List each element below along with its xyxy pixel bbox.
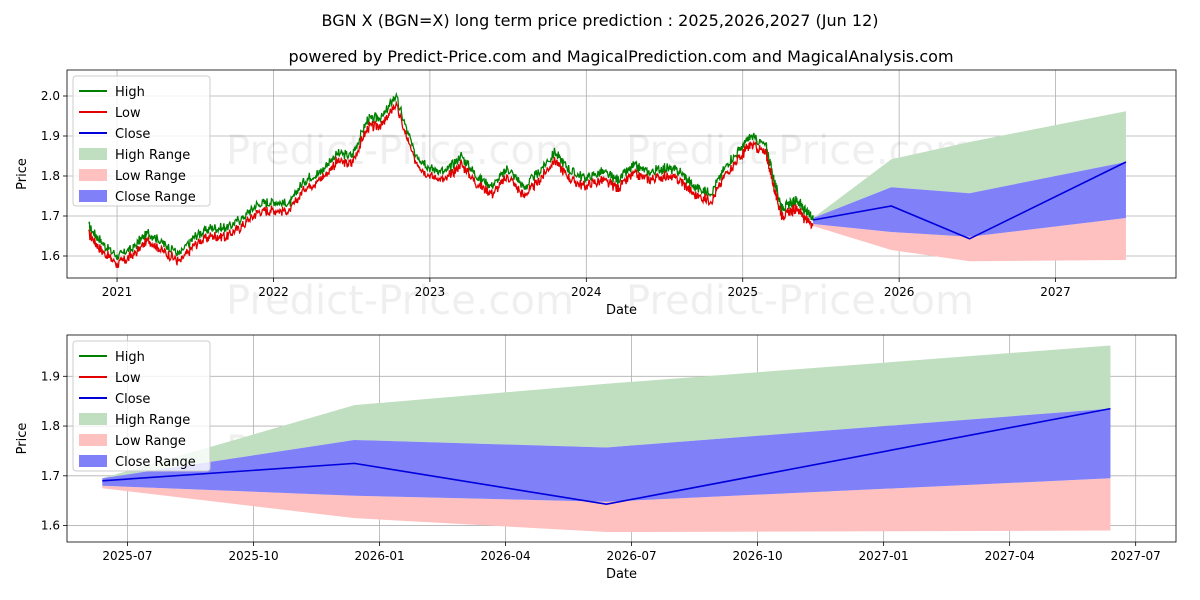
x-tick-label: 2026-01 — [354, 549, 404, 563]
legend-label: Close — [115, 127, 150, 142]
legend-label: Close — [115, 392, 150, 407]
x-tick-label: 2025-10 — [228, 549, 278, 563]
x-tick-label: 2026-10 — [733, 549, 783, 563]
x-tick-label: 2027-01 — [859, 549, 909, 563]
legend-label: High Range — [115, 148, 190, 163]
y-tick-label: 1.8 — [41, 419, 60, 433]
close-range-area — [813, 162, 1126, 237]
legend-swatch-patch — [79, 190, 107, 202]
legend-swatch-patch — [79, 148, 107, 160]
legend-label: High Range — [115, 413, 190, 428]
legend-label: Close Range — [115, 190, 196, 205]
x-tick-label: 2026 — [884, 285, 915, 299]
legend-label: High — [115, 350, 145, 365]
legend-swatch-patch — [79, 455, 107, 467]
legend-label: High — [115, 85, 145, 100]
x-tick-label: 2026-04 — [480, 549, 530, 563]
legend-box — [72, 75, 211, 207]
x-tick-label: 2025-07 — [102, 549, 152, 563]
close-forecast-line — [102, 407, 1111, 505]
y-tick-label: 1.9 — [41, 129, 60, 143]
legend-swatch-patch — [79, 434, 107, 446]
x-tick-label: 2027 — [1040, 285, 1071, 299]
x-tick-label: 2027-04 — [985, 549, 1035, 563]
x-tick-label: 2023 — [415, 285, 446, 299]
x-tick-label: 2025 — [727, 285, 758, 299]
plot-frame — [66, 69, 1177, 279]
high-range-area — [102, 345, 1111, 479]
x-tick-label: 2022 — [258, 285, 289, 299]
chart-subtitle: powered by Predict-Price.com and Magical… — [288, 47, 953, 66]
legend-swatch-patch — [79, 169, 107, 181]
y-axis-label: Price — [15, 423, 30, 455]
history-low-line — [88, 100, 814, 269]
watermark-text: Predict-Price.com — [226, 278, 574, 324]
high-range-area — [813, 111, 1126, 218]
x-tick-label: 2021 — [102, 285, 133, 299]
y-tick-label: 1.7 — [41, 469, 60, 483]
x-tick-label: 2024 — [571, 285, 602, 299]
y-tick-label: 1.8 — [41, 169, 60, 183]
watermark-text: Predict-Price.com — [226, 128, 574, 174]
y-tick-label: 1.7 — [41, 209, 60, 223]
legend-label: Low — [115, 106, 141, 121]
watermark-text: Predict-Price.com — [626, 278, 974, 324]
chart-title: BGN X (BGN=X) long term price prediction… — [322, 11, 879, 30]
bottom-panel: Predict-Price.comPredict-Price.com2025-0… — [15, 334, 1177, 582]
top-panel: Predict-Price.com Predict-Price.com Predic… — [15, 69, 1177, 324]
legend-box — [72, 340, 211, 472]
low-range-area — [102, 478, 1111, 533]
legend-label: Low Range — [115, 169, 186, 184]
x-tick-label: 2026-07 — [607, 549, 657, 563]
x-axis-label: Date — [606, 303, 637, 318]
y-tick-label: 2.0 — [41, 89, 60, 103]
close-forecast-line — [812, 161, 1127, 240]
close-range-area — [102, 408, 1111, 502]
legend-label: Close Range — [115, 455, 196, 470]
plot-frame — [66, 334, 1177, 543]
legend-swatch-patch — [79, 413, 107, 425]
y-tick-label: 1.9 — [41, 369, 60, 383]
x-tick-label: 2027-07 — [1111, 549, 1161, 563]
y-axis-label: Price — [15, 158, 30, 190]
legend-label: Low Range — [115, 434, 186, 449]
legend-label: Low — [115, 371, 141, 386]
x-axis-label: Date — [606, 567, 637, 582]
y-tick-label: 1.6 — [41, 519, 60, 533]
history-high-line — [88, 91, 814, 261]
y-tick-label: 1.6 — [41, 249, 60, 263]
